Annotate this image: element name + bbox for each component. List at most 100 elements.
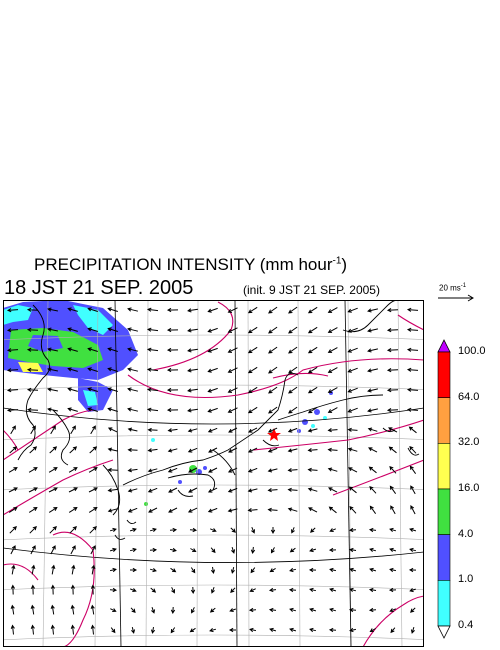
wind-vector-arrow — [69, 446, 78, 454]
wind-vector-arrow — [367, 427, 378, 432]
wind-vector-arrow — [47, 327, 58, 332]
wind-vector-arrow — [6, 368, 19, 373]
wind-vector-arrow — [270, 547, 275, 554]
wind-vector-arrow — [67, 347, 78, 352]
wind-vector-arrow — [268, 587, 277, 593]
wind-vector-arrow — [90, 425, 96, 435]
wind-vector-arrow — [287, 448, 298, 453]
wind-vector-arrow — [209, 628, 217, 633]
wind-vector-arrow — [247, 488, 258, 493]
wind-vector-arrow — [307, 346, 318, 354]
wind-vector-arrow — [71, 564, 76, 575]
wind-vector-arrow — [88, 487, 98, 493]
wind-vector-arrow — [227, 407, 238, 413]
wind-vector-arrow — [247, 406, 258, 414]
wind-vector-arrow — [67, 387, 78, 392]
wind-vector-arrow — [267, 507, 278, 512]
wind-vector-arrow — [227, 307, 238, 313]
wind-vector-arrow — [67, 307, 78, 312]
wind-vector-arrow — [48, 487, 58, 493]
wind-vector-arrow — [328, 627, 337, 633]
wind-vector-arrow — [247, 386, 258, 394]
wind-vector-arrow — [110, 627, 116, 634]
wind-vector-arrow — [30, 545, 36, 555]
wind-vector-arrow — [190, 548, 197, 553]
wind-vector-arrow — [389, 547, 397, 552]
wind-vector-arrow — [187, 348, 198, 353]
chart-title: PRECIPITATION INTENSITY (mm hour-1) — [34, 255, 347, 275]
wind-vector-arrow — [227, 387, 238, 393]
wind-vector-arrow — [166, 407, 179, 413]
wind-vector-arrow — [70, 604, 75, 615]
wind-vector-arrow — [149, 527, 157, 532]
color-scale-legend — [437, 339, 451, 639]
wind-vector-arrow — [129, 527, 137, 532]
wind-vector-arrow — [11, 564, 16, 575]
wind-vector-arrow — [130, 607, 136, 613]
wind-vector-arrow — [389, 485, 397, 494]
wind-vector-arrow — [349, 627, 357, 633]
wind-vector-arrow — [410, 505, 416, 515]
legend-band — [437, 534, 451, 581]
wind-vector-arrow — [26, 327, 39, 332]
wind-vector-arrow — [6, 328, 19, 333]
wind-vector-arrow — [28, 507, 38, 513]
wind-vector-arrow — [68, 507, 78, 513]
wind-vector-arrow — [268, 306, 278, 314]
wind-vector-arrow — [307, 406, 318, 414]
wind-vector-arrow — [146, 387, 159, 392]
wind-vector-arrow — [369, 567, 377, 572]
wind-vector-arrow — [90, 604, 95, 615]
wind-vector-arrow — [406, 347, 419, 352]
wind-vector-arrow — [348, 527, 357, 533]
wind-vector-arrow — [268, 346, 278, 354]
wind-vector-arrow — [151, 607, 156, 614]
wind-vector-arrow — [347, 307, 358, 313]
wind-vector-arrow — [270, 527, 276, 535]
wind-vector-arrow — [250, 546, 256, 555]
wind-vector-arrow — [207, 307, 218, 313]
wind-vector-arrow — [249, 588, 256, 592]
wind-vector-arrow — [347, 387, 358, 393]
wind-vector-arrow — [207, 327, 218, 333]
wind-vector-arrow — [269, 627, 277, 632]
wind-vector-arrow — [368, 587, 377, 593]
coastlines — [17, 300, 420, 540]
wind-vector-arrow — [409, 588, 416, 593]
wind-vector-arrow — [288, 587, 297, 593]
wind-vector-arrow — [307, 447, 318, 453]
wind-vector-arrow — [389, 608, 396, 612]
wind-vector-arrow — [309, 607, 317, 612]
wind-vector-arrow — [67, 407, 78, 412]
wind-vector-arrow — [268, 326, 278, 334]
wind-vector-arrow — [87, 347, 98, 352]
wind-vector-arrow — [171, 587, 175, 594]
wind-vector-arrow — [10, 545, 16, 555]
wind-vector-arrow — [70, 545, 76, 555]
wind-vector-arrow — [70, 584, 76, 595]
wind-vector-arrow — [267, 468, 278, 473]
wind-vector-arrow — [169, 547, 177, 553]
wind-vector-arrow — [247, 326, 258, 334]
wind-vector-arrow — [227, 327, 238, 333]
wind-vector-arrow — [10, 624, 15, 635]
wind-vector-arrow — [388, 446, 397, 454]
wind-vector-arrow — [386, 327, 399, 333]
wind-vector-arrow — [127, 507, 138, 513]
wind-vector-arrow — [50, 604, 55, 615]
wind-vector-arrow — [127, 488, 138, 493]
wind-vector-arrow — [227, 367, 238, 373]
wind-vector-arrow — [107, 307, 118, 312]
wind-vector-arrow — [289, 547, 296, 553]
wind-vector-arrow — [109, 547, 117, 552]
wind-vector-arrow — [386, 367, 399, 373]
wind-vector-arrow — [187, 408, 198, 413]
legend-band — [437, 443, 451, 490]
precipitation-map — [3, 300, 424, 647]
wind-vector-arrow — [409, 445, 417, 454]
wind-vector-arrow — [349, 567, 357, 572]
wind-vector-arrow — [210, 566, 216, 575]
wind-vector-arrow — [6, 348, 19, 353]
legend-band — [437, 580, 451, 627]
wind-vector-arrow — [166, 387, 179, 393]
